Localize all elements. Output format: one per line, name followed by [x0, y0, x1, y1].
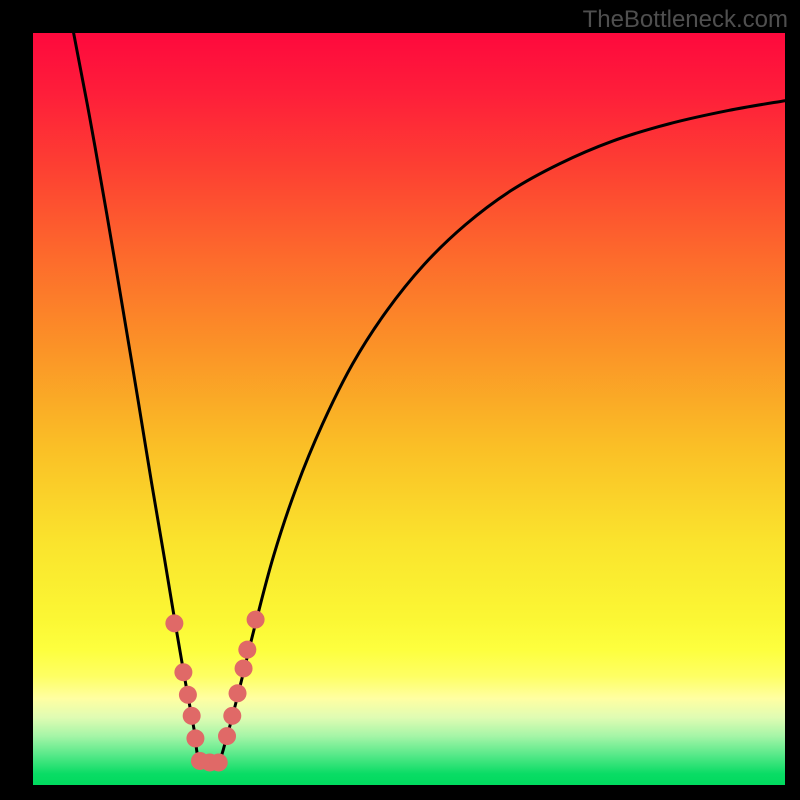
data-marker	[223, 707, 241, 725]
data-marker	[247, 611, 265, 629]
data-marker	[229, 684, 247, 702]
plot-area	[33, 33, 785, 785]
data-marker	[179, 686, 197, 704]
bottleneck-curve	[74, 33, 785, 766]
data-marker	[174, 663, 192, 681]
watermark-text: TheBottleneck.com	[583, 6, 788, 34]
chart-overlay	[33, 33, 785, 785]
data-marker	[186, 729, 204, 747]
data-marker	[183, 707, 201, 725]
data-marker	[210, 753, 228, 771]
data-marker	[165, 614, 183, 632]
data-marker	[235, 659, 253, 677]
data-marker	[238, 641, 256, 659]
data-marker	[218, 727, 236, 745]
